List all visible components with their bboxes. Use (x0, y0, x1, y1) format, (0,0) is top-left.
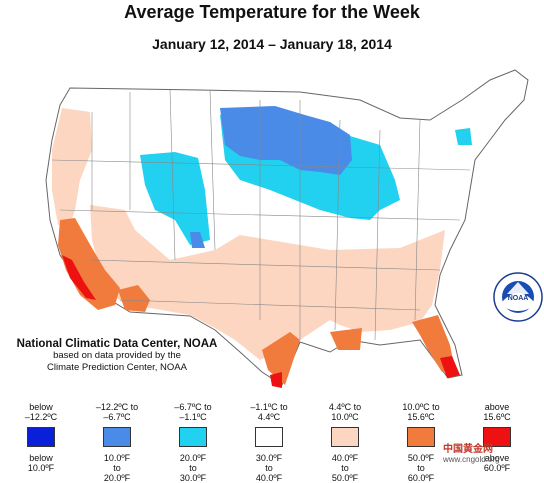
legend-item: –6.7ºC to –1.1ºC 20.0ºF to 30.0ºF (158, 402, 228, 483)
date-range: January 12, 2014 – January 18, 2014 (152, 36, 392, 52)
map-title: Average Temperature for the Week (124, 2, 420, 22)
legend-item: above 15.6ºC above 60.0ºF (462, 402, 532, 473)
legend-fahrenheit-label: 30.0ºF to 40.0ºF (255, 453, 283, 483)
legend-item: –1.1ºC to 4.4ºC 30.0ºF to 40.0ºF (234, 402, 304, 483)
us-temperature-map (45, 69, 529, 388)
region-orange-louisiana (330, 328, 362, 350)
watermark: 中国黄金网 www.cngold.org (437, 439, 541, 469)
region-red-south-texas (270, 372, 282, 388)
region-orange-gulf (262, 332, 300, 385)
noaa-logo-text: NOAA (508, 295, 529, 302)
legend-celsius-label: 4.4ºC to 10.0ºC (328, 402, 362, 422)
watermark-url: www.cngold.org (443, 455, 500, 464)
legend-fahrenheit-label: 50.0ºF to 60.0ºF (407, 453, 435, 483)
noaa-logo-icon: NOAA (493, 272, 543, 322)
legend-celsius-label: above 15.6ºC (483, 402, 511, 422)
region-peach-west (52, 108, 92, 225)
legend-item: –12.2ºC to –6.7ºC 10.0ºF to 20.0ºF (82, 402, 152, 483)
region-blue-northern-plains (220, 106, 352, 175)
legend-swatch (27, 427, 55, 447)
legend-item: 4.4ºC to 10.0ºC 40.0ºF to 50.0ºF (310, 402, 380, 483)
credit-line-2: based on data provided by the (53, 350, 181, 361)
legend-swatch (331, 427, 359, 447)
division-boundaries (51, 89, 471, 341)
watermark-text: 中国黄金网 (443, 444, 493, 455)
legend-swatch (103, 427, 131, 447)
legend-swatch (483, 427, 511, 447)
region-red-south-florida (440, 356, 460, 378)
region-orange-california (58, 218, 120, 310)
legend-celsius-label: –6.7ºC to –1.1ºC (174, 402, 212, 422)
legend-celsius-label: –12.2ºC to –6.7ºC (95, 402, 139, 422)
legend-fahrenheit-label: 40.0ºF to 50.0ºF (331, 453, 359, 483)
legend-celsius-label: –1.1ºC to 4.4ºC (250, 402, 288, 422)
credit-block: National Climatic Data Center, NOAA base… (2, 338, 232, 374)
region-orange-arizona (118, 285, 150, 312)
legend-fahrenheit-label: above 60.0ºF (483, 453, 511, 473)
region-peach-southwest (90, 205, 350, 360)
legend-celsius-label: below –12.2ºC (24, 402, 58, 422)
legend-swatch (179, 427, 207, 447)
region-cyan-maine (455, 128, 472, 145)
legend-swatch (255, 427, 283, 447)
legend-fahrenheit-label: below 10.0ºF (27, 453, 55, 473)
region-cyan-rockies (140, 152, 210, 245)
legend-item: below –12.2ºC below 10.0ºF (6, 402, 76, 473)
legend-fahrenheit-label: 20.0ºF to 30.0ºF (179, 453, 207, 483)
legend-item: 10.0ºC to 15.6ºC 50.0ºF to 60.0ºF (386, 402, 456, 483)
legend-celsius-label: 10.0ºC to 15.6ºC (402, 402, 440, 422)
credit-line-3: Climate Prediction Center, NOAA (47, 362, 187, 373)
credit-line-1: National Climatic Data Center, NOAA (16, 338, 218, 350)
legend-fahrenheit-label: 10.0ºF to 20.0ºF (103, 453, 131, 483)
legend-swatch (407, 427, 435, 447)
region-blue-colorado (190, 232, 205, 248)
region-red-socal (62, 255, 96, 300)
region-peach-southeast (330, 230, 445, 332)
